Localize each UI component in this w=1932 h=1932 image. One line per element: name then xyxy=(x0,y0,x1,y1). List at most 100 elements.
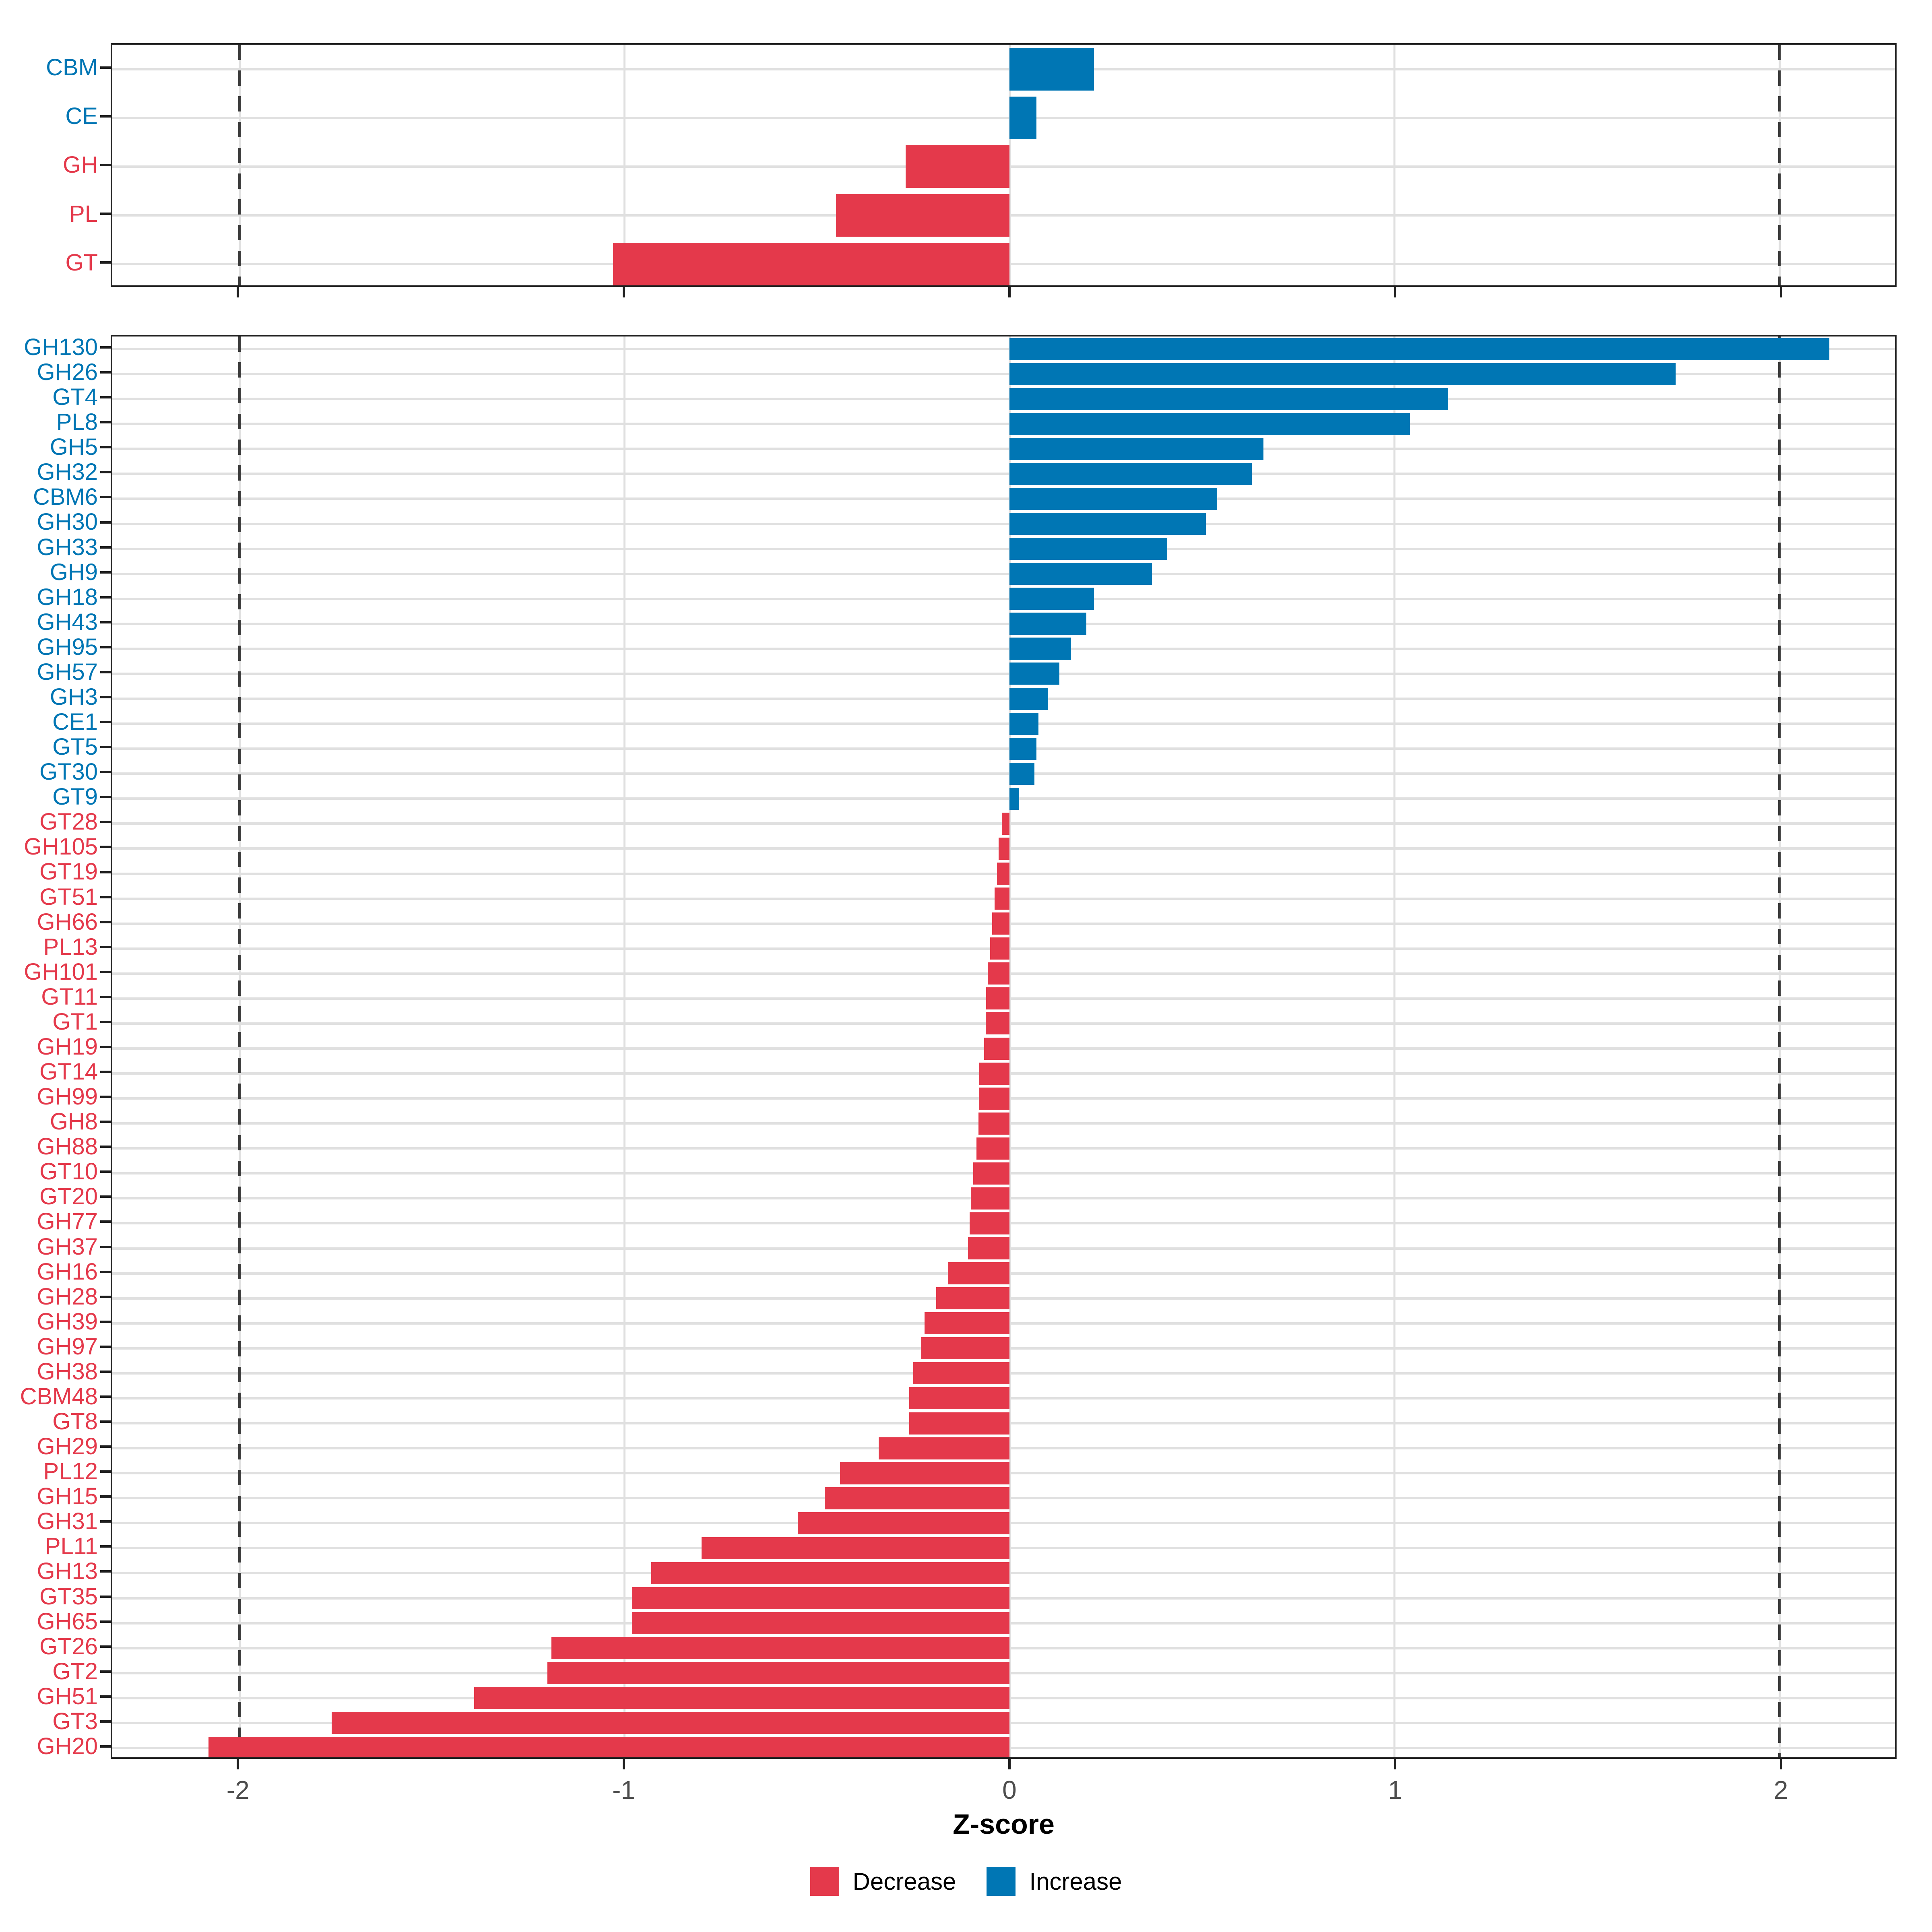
x-axis-title: Z-score xyxy=(953,1808,1055,1840)
bar-GH43 xyxy=(1009,613,1087,635)
bar-CBM48 xyxy=(909,1387,1009,1410)
y-label-GT2: GT2 xyxy=(52,1658,98,1684)
bar-GH28 xyxy=(936,1287,1009,1310)
x-gridline xyxy=(1393,45,1396,285)
y-tick xyxy=(100,1745,111,1748)
bar-GT26 xyxy=(551,1637,1009,1660)
y-tick xyxy=(100,846,111,848)
y-label-GT51: GT51 xyxy=(39,883,98,910)
y-gridline xyxy=(112,116,1895,119)
bar-GH37 xyxy=(968,1237,1009,1260)
y-label-GH8: GH8 xyxy=(50,1108,98,1135)
y-label-GH19: GH19 xyxy=(37,1033,98,1060)
x-tick-label: 1 xyxy=(1388,1775,1402,1804)
y-tick xyxy=(100,446,111,449)
bar-GH39 xyxy=(925,1312,1009,1335)
y-tick xyxy=(100,1520,111,1523)
y-label-GH16: GH16 xyxy=(37,1258,98,1285)
y-label-GH33: GH33 xyxy=(37,534,98,560)
dashed-threshold-line xyxy=(238,45,241,285)
y-tick xyxy=(100,646,111,648)
x-tick-label: 2 xyxy=(1773,1775,1788,1804)
y-tick xyxy=(100,115,111,118)
y-label-GH32: GH32 xyxy=(37,459,98,485)
y-label-GH77: GH77 xyxy=(37,1208,98,1235)
bar-GH30 xyxy=(1009,513,1206,535)
y-tick xyxy=(100,571,111,574)
y-tick xyxy=(100,995,111,998)
y-gridline xyxy=(112,722,1895,725)
y-tick xyxy=(100,1545,111,1548)
y-gridline xyxy=(112,747,1895,750)
y-label-GT26: GT26 xyxy=(39,1633,98,1660)
y-label-GH: GH xyxy=(63,152,98,178)
x-tick xyxy=(1394,1759,1397,1769)
x-tick xyxy=(237,287,239,297)
bar-GT51 xyxy=(995,888,1009,910)
y-tick xyxy=(100,1071,111,1073)
y-gridline xyxy=(112,622,1895,625)
bar-GH18 xyxy=(1009,588,1094,610)
y-gridline xyxy=(112,348,1895,351)
x-tick xyxy=(1394,287,1397,297)
y-tick xyxy=(100,771,111,774)
y-label-GT19: GT19 xyxy=(39,859,98,885)
bar-GH32 xyxy=(1009,462,1252,485)
y-label-GH31: GH31 xyxy=(37,1508,98,1535)
y-tick xyxy=(100,796,111,799)
y-tick xyxy=(100,261,111,264)
y-tick xyxy=(100,746,111,749)
y-gridline xyxy=(112,797,1895,800)
bar-PL xyxy=(836,194,1009,237)
bar-GT20 xyxy=(971,1187,1009,1210)
y-label-PL12: PL12 xyxy=(43,1458,98,1485)
bar-GT35 xyxy=(632,1587,1009,1610)
x-tick xyxy=(1008,1759,1011,1769)
bar-GT5 xyxy=(1009,737,1036,760)
y-tick xyxy=(100,871,111,873)
bar-GT8 xyxy=(909,1412,1009,1435)
bar-GH29 xyxy=(878,1437,1009,1459)
y-label-GT9: GT9 xyxy=(52,784,98,810)
y-tick xyxy=(100,1046,111,1048)
y-label-GH5: GH5 xyxy=(50,434,98,460)
y-label-GH88: GH88 xyxy=(37,1133,98,1160)
y-tick xyxy=(100,1570,111,1573)
y-label-GH26: GH26 xyxy=(37,359,98,386)
y-label-GT4: GT4 xyxy=(52,384,98,411)
y-tick xyxy=(100,471,111,474)
y-label-GH105: GH105 xyxy=(24,834,98,860)
x-gridline xyxy=(623,45,626,285)
x-gridline xyxy=(623,336,626,1757)
x-gridline xyxy=(1393,336,1396,1757)
bar-GH66 xyxy=(992,912,1009,935)
bar-GT11 xyxy=(986,987,1009,1010)
y-label-GH51: GH51 xyxy=(37,1683,98,1709)
y-tick xyxy=(100,896,111,898)
y-tick xyxy=(100,1645,111,1648)
bar-GT9 xyxy=(1009,787,1019,810)
bar-GH9 xyxy=(1009,563,1152,585)
bar-GT2 xyxy=(547,1662,1009,1684)
y-label-CBM: CBM xyxy=(46,54,98,80)
bar-GH19 xyxy=(984,1037,1009,1060)
y-tick xyxy=(100,921,111,923)
bar-GH57 xyxy=(1009,663,1060,685)
y-label-GH30: GH30 xyxy=(37,509,98,535)
y-tick xyxy=(100,970,111,973)
bar-GT xyxy=(613,243,1009,285)
bar-GT19 xyxy=(997,863,1009,885)
y-tick xyxy=(100,346,111,349)
y-label-GH43: GH43 xyxy=(37,609,98,635)
bar-CBM xyxy=(1009,47,1094,91)
x-gridline xyxy=(1008,45,1011,285)
y-gridline xyxy=(112,497,1895,500)
bar-GH26 xyxy=(1009,363,1676,385)
legend-item-increase: Increase xyxy=(987,1867,1122,1896)
y-label-PL11: PL11 xyxy=(45,1533,98,1560)
bar-GH101 xyxy=(988,962,1009,985)
y-label-GH130: GH130 xyxy=(24,334,98,360)
dashed-threshold-line xyxy=(1778,336,1781,1757)
y-tick xyxy=(100,1345,111,1348)
